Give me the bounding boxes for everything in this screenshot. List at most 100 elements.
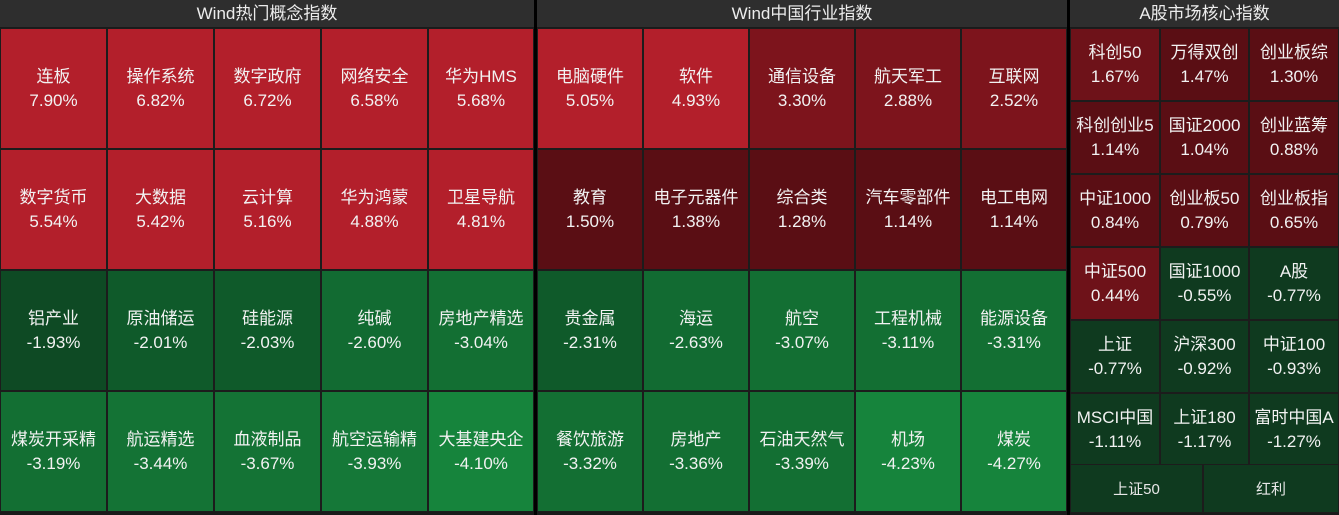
tile-change: 7.90%	[29, 90, 78, 110]
tile-name: 煤炭	[997, 429, 1031, 449]
heatmap-tile[interactable]: 网络安全 6.58%	[321, 28, 428, 149]
tile-change: -3.36%	[669, 453, 723, 473]
tile-change: -3.39%	[775, 453, 829, 473]
heatmap-tile[interactable]: 创业板50 0.79%	[1160, 174, 1249, 247]
heatmap-tile[interactable]: 铝产业 -1.93%	[0, 270, 107, 391]
heatmap-tile[interactable]: 血液制品 -3.67%	[214, 391, 321, 512]
heatmap-tile[interactable]: 操作系统 6.82%	[107, 28, 214, 149]
heatmap-tile[interactable]: 工程机械 -3.11%	[855, 270, 961, 391]
heatmap-tile[interactable]: 国证2000 1.04%	[1160, 101, 1249, 174]
heatmap-tile[interactable]: 能源设备 -3.31%	[961, 270, 1067, 391]
tile-change: -0.93%	[1267, 358, 1321, 378]
heatmap-tile[interactable]: 创业板综 1.30%	[1249, 28, 1339, 101]
tile-change: -3.11%	[881, 332, 935, 352]
heatmap-tile[interactable]: 航天军工 2.88%	[855, 28, 961, 149]
tile-change: 1.50%	[565, 211, 615, 231]
heatmap-tile[interactable]: 电工电网 1.14%	[961, 149, 1067, 270]
tile-change: -1.11%	[1088, 431, 1142, 451]
tile-name: 沪深300	[1173, 334, 1236, 354]
heatmap-tile[interactable]: 沪深300 -0.92%	[1160, 320, 1249, 393]
heatmap-tile[interactable]: 电子元器件 1.38%	[643, 149, 749, 270]
tile-change: -3.67%	[240, 453, 295, 473]
heatmap-tile[interactable]: 软件 4.93%	[643, 28, 749, 149]
heatmap-tile[interactable]: 创业板指 0.65%	[1249, 174, 1339, 247]
tile-change: 0.79%	[1180, 212, 1229, 232]
heatmap-tile[interactable]: 汽车零部件 1.14%	[855, 149, 961, 270]
tile-name: 上证	[1098, 334, 1132, 354]
heatmap-tile[interactable]: 房地产精选 -3.04%	[428, 270, 534, 391]
tile-name: 创业板指	[1260, 188, 1328, 208]
heatmap-tile[interactable]: 数字货币 5.54%	[0, 149, 107, 270]
heatmap-tile[interactable]: 万得双创 1.47%	[1160, 28, 1249, 101]
tile-change: 5.42%	[136, 211, 185, 231]
heatmap-tile[interactable]: 电脑硬件 5.05%	[537, 28, 643, 149]
footer-tile-dividend[interactable]: 红利	[1203, 464, 1339, 513]
tile-change: 0.84%	[1090, 212, 1140, 232]
heatmap-tile[interactable]: 硅能源 -2.03%	[214, 270, 321, 391]
heatmap-tile[interactable]: 华为HMS 5.68%	[428, 28, 534, 149]
heatmap-tile[interactable]: 航运精选 -3.44%	[107, 391, 214, 512]
heatmap-tile[interactable]: 连板 7.90%	[0, 28, 107, 149]
heatmap-tile[interactable]: 煤炭开采精 -3.19%	[0, 391, 107, 512]
heatmap-tile[interactable]: 中证1000 0.84%	[1070, 174, 1160, 247]
heatmap-tile[interactable]: 数字政府 6.72%	[214, 28, 321, 149]
heatmap-tile[interactable]: 互联网 2.52%	[961, 28, 1067, 149]
panel-title: A股市场核心指数	[1070, 0, 1339, 27]
heatmap-tile[interactable]: 海运 -2.63%	[643, 270, 749, 391]
heatmap-tile[interactable]: 云计算 5.16%	[214, 149, 321, 270]
tile-change: 0.44%	[1090, 285, 1140, 305]
heatmap-tile[interactable]: 餐饮旅游 -3.32%	[537, 391, 643, 512]
heatmap-tile[interactable]: A股 -0.77%	[1249, 247, 1339, 320]
heatmap-tile[interactable]: 创业蓝筹 0.88%	[1249, 101, 1339, 174]
heatmap-tile[interactable]: 航空 -3.07%	[749, 270, 855, 391]
tile-change: 5.16%	[243, 211, 292, 231]
heatmap-tile[interactable]: 航空运输精 -3.93%	[321, 391, 428, 512]
tile-name: 万得双创	[1170, 42, 1239, 62]
heatmap-tile[interactable]: MSCI中国 -1.11%	[1070, 393, 1160, 466]
heatmap-tile[interactable]: 通信设备 3.30%	[749, 28, 855, 149]
tile-change: 1.47%	[1180, 66, 1229, 86]
heatmap-tile[interactable]: 贵金属 -2.31%	[537, 270, 643, 391]
heatmap-tile[interactable]: 纯碱 -2.60%	[321, 270, 428, 391]
tile-name: 汽车零部件	[865, 187, 951, 207]
panel-title: Wind热门概念指数	[0, 0, 534, 27]
heatmap-tile[interactable]: 国证1000 -0.55%	[1160, 247, 1249, 320]
heatmap-tile[interactable]: 原油储运 -2.01%	[107, 270, 214, 391]
heatmap-tile[interactable]: 中证100 -0.93%	[1249, 320, 1339, 393]
tile-change: -4.10%	[454, 453, 508, 473]
tile-change: 1.14%	[883, 211, 933, 231]
heatmap-tile[interactable]: 煤炭 -4.27%	[961, 391, 1067, 512]
tile-change: -1.93%	[26, 332, 81, 352]
heatmap-tile[interactable]: 富时中国A -1.27%	[1249, 393, 1339, 466]
heatmap-tile[interactable]: 机场 -4.23%	[855, 391, 961, 512]
heatmap-tile[interactable]: 华为鸿蒙 4.88%	[321, 149, 428, 270]
tile-name: 综合类	[776, 187, 828, 207]
tile-change: -1.27%	[1267, 431, 1321, 451]
footer-tile-sse50[interactable]: 上证50	[1070, 464, 1203, 513]
heatmap-tile[interactable]: 教育 1.50%	[537, 149, 643, 270]
heatmap-tile[interactable]: 科创50 1.67%	[1070, 28, 1160, 101]
heatmap-tile[interactable]: 上证180 -1.17%	[1160, 393, 1249, 466]
tile-change: 5.68%	[456, 90, 506, 110]
tile-name: 科创创业5	[1076, 115, 1154, 135]
tile-name: 数字政府	[233, 66, 302, 86]
tile-name: 连板	[36, 66, 71, 86]
tile-change: 5.54%	[29, 211, 78, 231]
tile-change: -1.17%	[1177, 431, 1232, 451]
tile-change: 4.88%	[350, 211, 399, 231]
heatmap-tile[interactable]: 大数据 5.42%	[107, 149, 214, 270]
tile-name: 铝产业	[28, 308, 79, 328]
heatmap-tile[interactable]: 中证500 0.44%	[1070, 247, 1160, 320]
tile-change: -3.93%	[347, 453, 402, 473]
tile-name: 原油储运	[126, 308, 195, 328]
tile-change: -3.32%	[563, 453, 617, 473]
tile-name: 卫星导航	[447, 187, 515, 207]
heatmap-tile[interactable]: 上证 -0.77%	[1070, 320, 1160, 393]
heatmap-tile[interactable]: 卫星导航 4.81%	[428, 149, 534, 270]
heatmap-tile[interactable]: 大基建央企 -4.10%	[428, 391, 534, 512]
heatmap-tile[interactable]: 综合类 1.28%	[749, 149, 855, 270]
tile-change: -2.03%	[240, 332, 295, 352]
heatmap-tile[interactable]: 科创创业5 1.14%	[1070, 101, 1160, 174]
heatmap-tile[interactable]: 房地产 -3.36%	[643, 391, 749, 512]
heatmap-tile[interactable]: 石油天然气 -3.39%	[749, 391, 855, 512]
